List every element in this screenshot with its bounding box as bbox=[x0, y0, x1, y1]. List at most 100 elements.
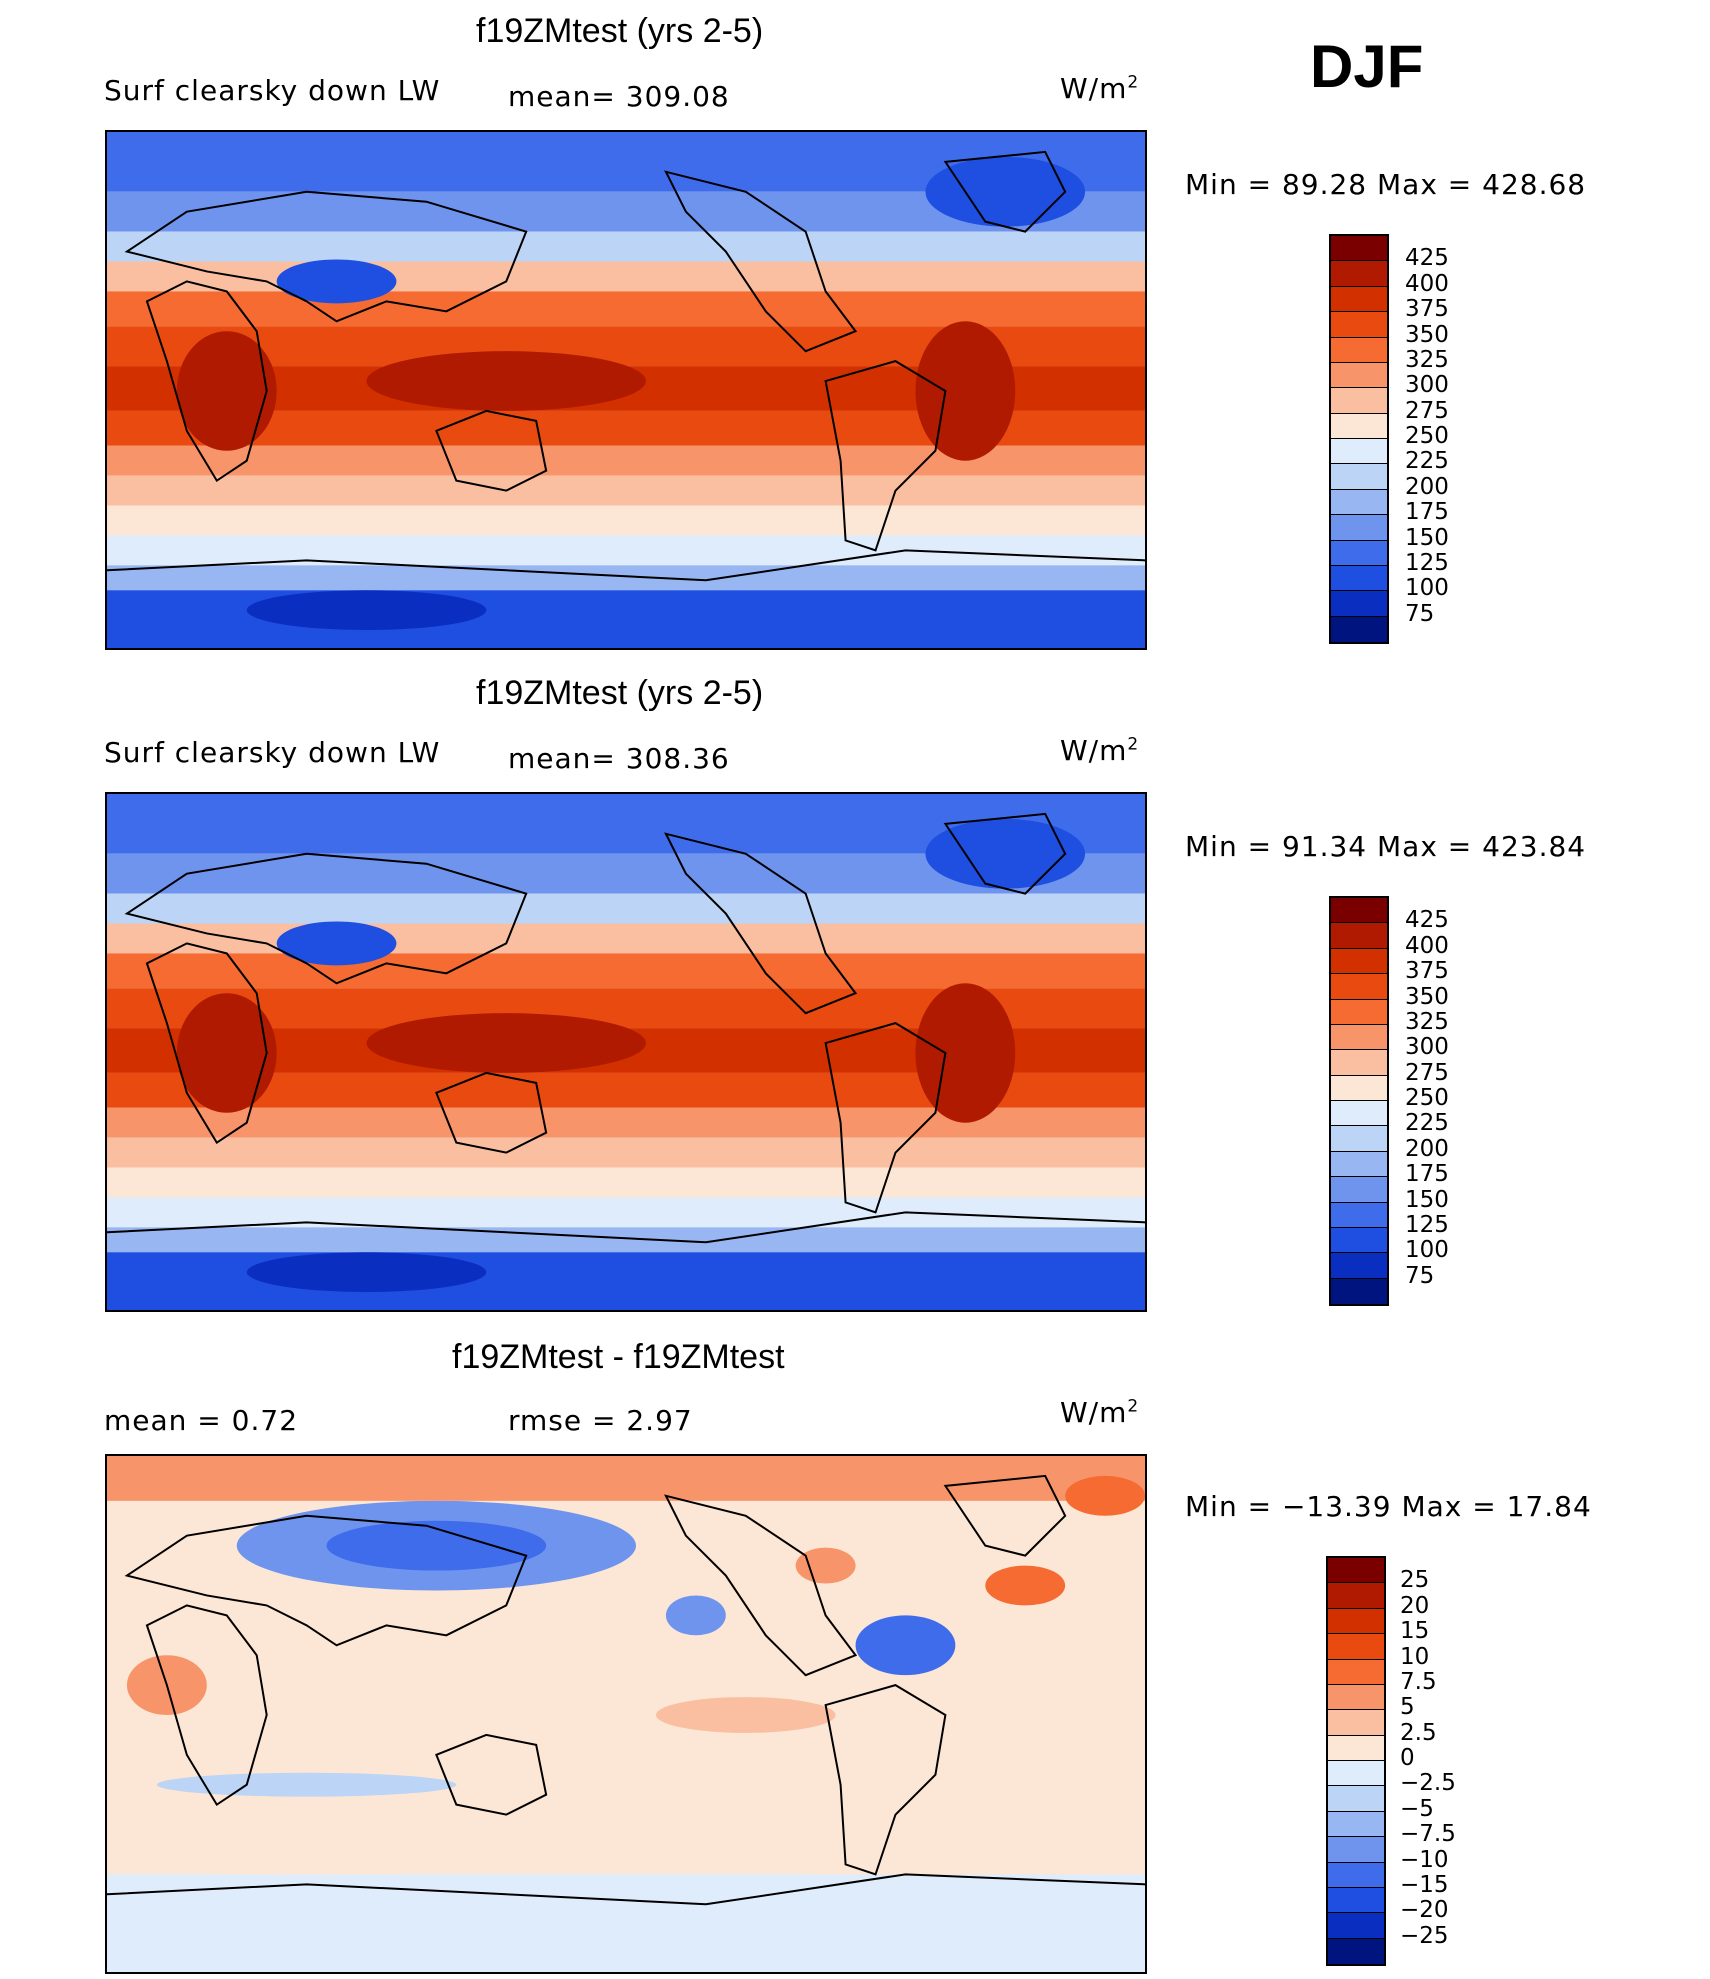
colorbar-tick-label: 20 bbox=[1400, 1592, 1430, 1619]
colorbar-tick-label: 375 bbox=[1405, 958, 1449, 985]
panel-3-rmse-label: rmse = 2.97 bbox=[508, 1404, 693, 1437]
colorbar-tick-label: 400 bbox=[1405, 270, 1449, 297]
colorbar-tick-label: 7.5 bbox=[1400, 1668, 1437, 1695]
colorbar-swatch bbox=[1331, 439, 1387, 465]
colorbar-swatch bbox=[1331, 261, 1387, 287]
season-label: DJF bbox=[1310, 33, 1424, 100]
colorbar-swatch bbox=[1331, 362, 1387, 389]
colorbar-tick-label: 350 bbox=[1405, 321, 1449, 348]
colorbar-tick-label: 125 bbox=[1405, 1211, 1449, 1238]
colorbar-swatch bbox=[1331, 337, 1387, 363]
colorbar-tick-label: 100 bbox=[1405, 575, 1449, 602]
colorbar-swatch bbox=[1331, 1024, 1387, 1051]
colorbar-swatch bbox=[1331, 1227, 1387, 1254]
panel-1-colorbar bbox=[1329, 234, 1389, 644]
colorbar-tick-label: 200 bbox=[1405, 473, 1449, 500]
colorbar-swatch bbox=[1331, 1101, 1387, 1127]
panel-3-title: f19ZMtest - f19ZMtest bbox=[452, 1338, 785, 1376]
colorbar-tick-label: 375 bbox=[1405, 296, 1449, 323]
colorbar-tick-label: −25 bbox=[1400, 1922, 1449, 1949]
panel-1-variable-label: Surf clearsky down LW bbox=[104, 74, 441, 107]
colorbar-tick-label: −5 bbox=[1400, 1795, 1434, 1822]
colorbar-swatch bbox=[1328, 1761, 1384, 1787]
colorbar-swatch bbox=[1331, 616, 1387, 642]
colorbar-swatch bbox=[1328, 1913, 1384, 1939]
colorbar-swatch bbox=[1328, 1684, 1384, 1711]
colorbar-swatch bbox=[1331, 1278, 1387, 1304]
panel-1-mean-label: mean= 309.08 bbox=[508, 80, 730, 113]
colorbar-tick-label: 400 bbox=[1405, 932, 1449, 959]
colorbar-tick-label: 150 bbox=[1405, 524, 1449, 551]
colorbar-swatch bbox=[1328, 1558, 1384, 1584]
colorbar-swatch bbox=[1331, 948, 1387, 975]
colorbar-tick-label: 250 bbox=[1405, 423, 1449, 449]
colorbar-tick-label: 0 bbox=[1400, 1745, 1415, 1771]
colorbar-tick-label: 2.5 bbox=[1400, 1719, 1437, 1746]
colorbar-swatch bbox=[1331, 464, 1387, 490]
panel-3-units: W/m2 bbox=[1060, 1396, 1140, 1429]
colorbar-tick-label: −15 bbox=[1400, 1871, 1449, 1898]
colorbar-swatch bbox=[1328, 1735, 1384, 1761]
colorbar-tick-label: 225 bbox=[1405, 448, 1449, 475]
panel-2-map bbox=[105, 792, 1147, 1312]
panel-2-mean-label: mean= 308.36 bbox=[508, 742, 730, 775]
colorbar-swatch bbox=[1328, 1837, 1384, 1863]
colorbar-swatch bbox=[1331, 1253, 1387, 1279]
colorbar-swatch bbox=[1331, 388, 1387, 414]
colorbar-tick-label: 175 bbox=[1405, 499, 1449, 526]
panel-3-mean-label: mean = 0.72 bbox=[104, 1404, 299, 1437]
colorbar-swatch bbox=[1328, 1786, 1384, 1812]
colorbar-swatch bbox=[1331, 1050, 1387, 1076]
panel-3-colorbar bbox=[1326, 1556, 1386, 1966]
colorbar-swatch bbox=[1328, 1710, 1384, 1736]
colorbar-swatch bbox=[1331, 999, 1387, 1025]
colorbar-tick-label: 250 bbox=[1405, 1085, 1449, 1111]
colorbar-swatch bbox=[1331, 286, 1387, 313]
colorbar-swatch bbox=[1331, 312, 1387, 338]
colorbar-tick-label: 300 bbox=[1405, 372, 1449, 399]
panel-2-title: f19ZMtest (yrs 2-5) bbox=[476, 674, 764, 712]
colorbar-tick-label: 275 bbox=[1405, 397, 1449, 424]
panel-3-min-max: Min = −13.39 Max = 17.84 bbox=[1185, 1490, 1592, 1523]
colorbar-swatch bbox=[1328, 1608, 1384, 1635]
panel-3-map bbox=[105, 1454, 1147, 1974]
panel-1-units: W/m2 bbox=[1060, 72, 1140, 105]
colorbar-swatch bbox=[1331, 974, 1387, 1000]
panel-1-min-max: Min = 89.28 Max = 428.68 bbox=[1185, 168, 1587, 201]
colorbar-swatch bbox=[1331, 565, 1387, 592]
colorbar-tick-label: 175 bbox=[1405, 1161, 1449, 1188]
colorbar-swatch bbox=[1331, 515, 1387, 541]
colorbar-swatch bbox=[1331, 1151, 1387, 1178]
colorbar-swatch bbox=[1331, 413, 1387, 439]
colorbar-tick-label: 225 bbox=[1405, 1110, 1449, 1137]
colorbar-swatch bbox=[1331, 540, 1387, 566]
colorbar-swatch bbox=[1328, 1862, 1384, 1888]
panel-2-min-max: Min = 91.34 Max = 423.84 bbox=[1185, 830, 1587, 863]
colorbar-tick-label: 275 bbox=[1405, 1059, 1449, 1086]
colorbar-swatch bbox=[1331, 898, 1387, 924]
colorbar-tick-label: 425 bbox=[1405, 245, 1449, 272]
colorbar-tick-label: 15 bbox=[1400, 1618, 1430, 1645]
colorbar-tick-label: 325 bbox=[1405, 346, 1449, 373]
panel-2-units: W/m2 bbox=[1060, 734, 1140, 767]
colorbar-swatch bbox=[1331, 591, 1387, 617]
colorbar-tick-label: 325 bbox=[1405, 1008, 1449, 1035]
colorbar-swatch bbox=[1328, 1811, 1384, 1838]
colorbar-tick-label: 300 bbox=[1405, 1034, 1449, 1061]
colorbar-tick-label: 25 bbox=[1400, 1567, 1430, 1594]
colorbar-swatch bbox=[1328, 1634, 1384, 1660]
colorbar-tick-label: 100 bbox=[1405, 1237, 1449, 1264]
panel-1-map bbox=[105, 130, 1147, 650]
colorbar-swatch bbox=[1331, 236, 1387, 262]
colorbar-swatch bbox=[1331, 489, 1387, 516]
colorbar-swatch bbox=[1328, 1659, 1384, 1685]
colorbar-tick-label: 10 bbox=[1400, 1643, 1430, 1670]
colorbar-swatch bbox=[1328, 1938, 1384, 1964]
colorbar-swatch bbox=[1328, 1583, 1384, 1609]
colorbar-swatch bbox=[1331, 1126, 1387, 1152]
colorbar-tick-label: 75 bbox=[1405, 1262, 1435, 1289]
colorbar-tick-label: 125 bbox=[1405, 549, 1449, 576]
panel-1-title: f19ZMtest (yrs 2-5) bbox=[476, 12, 764, 50]
colorbar-swatch bbox=[1331, 923, 1387, 949]
colorbar-tick-label: 150 bbox=[1405, 1186, 1449, 1213]
